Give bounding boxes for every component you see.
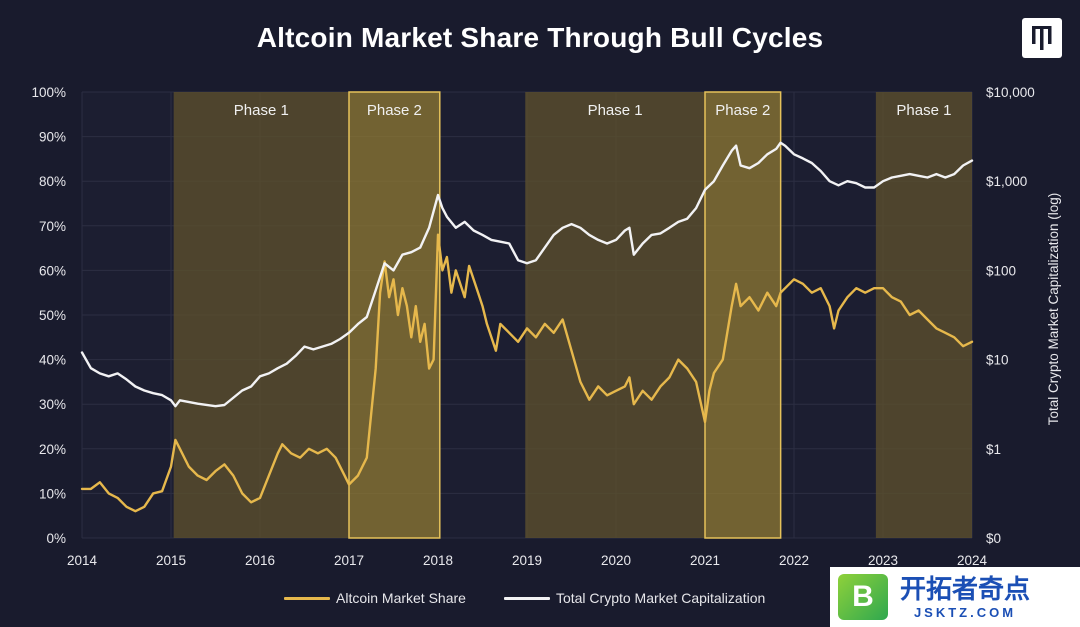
x-tick-label: 2018 <box>423 553 453 568</box>
x-tick-label: 2022 <box>779 553 809 568</box>
y-right-tick-label: $10,000 <box>986 85 1035 100</box>
series-line-altcoin-share <box>80 233 974 513</box>
brand-logo <box>1022 18 1062 58</box>
y-left-tick-label: 0% <box>46 531 66 546</box>
phase-label: Phase 1 <box>588 102 643 119</box>
phase-1-band <box>173 92 349 538</box>
phase-label: Phase 1 <box>896 102 951 119</box>
x-tick-label: 2014 <box>67 553 98 568</box>
phase-label: Phase 2 <box>715 102 770 119</box>
y-left-tick-label: 30% <box>39 397 66 412</box>
y-right-tick-label: $10 <box>986 353 1009 368</box>
legend-item-marketcap: Total Crypto Market Capitalization <box>503 590 766 606</box>
logo-bars-icon <box>1032 26 1052 50</box>
legend-label-altcoin: Altcoin Market Share <box>336 590 466 606</box>
y-right-tick-label: $100 <box>986 263 1016 278</box>
phase-1-band <box>525 92 705 538</box>
x-tick-label: 2017 <box>334 553 364 568</box>
y-left-tick-label: 70% <box>39 219 66 234</box>
y-left-tick-label: 50% <box>39 308 66 323</box>
x-tick-label: 2023 <box>868 553 898 568</box>
y-left-tick-label: 40% <box>39 353 66 368</box>
watermark-chinese: 开拓者奇点 <box>900 574 1031 605</box>
y-left-tick-label: 80% <box>39 174 66 189</box>
series-line-market-cap <box>80 141 974 408</box>
legend-swatch-marketcap <box>503 596 550 600</box>
phase-2-band <box>348 91 441 539</box>
legend-item-altcoin: Altcoin Market Share <box>284 590 466 606</box>
legend-label-marketcap: Total Crypto Market Capitalization <box>555 590 766 606</box>
x-tick-label: 2024 <box>957 553 988 568</box>
y-left-tick-label: 60% <box>39 263 66 278</box>
y-left-tick-label: 10% <box>39 486 66 501</box>
chart-title: Altcoin Market Share Through Bull Cycles <box>256 22 824 53</box>
watermark-badge: B <box>838 574 888 620</box>
legend-swatch-altcoin <box>284 596 330 600</box>
y-right-tick-label: $1 <box>986 442 1001 457</box>
phase-label: Phase 2 <box>367 102 422 119</box>
watermark-domain: JSKTZ.COM <box>913 604 1017 620</box>
y-left-tick-label: 20% <box>39 442 66 457</box>
chart-legend: Altcoin Market Share Total Crypto Market… <box>284 588 803 608</box>
watermark-text: 开拓者奇点 JSKTZ.COM <box>900 575 1030 620</box>
y-left-tick-label: 100% <box>31 85 66 100</box>
y-right-axis-title: Total Crypto Market Capitalization (log) <box>1046 193 1061 426</box>
x-tick-label: 2021 <box>690 553 720 568</box>
watermark: B 开拓者奇点 JSKTZ.COM <box>830 567 1080 627</box>
x-tick-label: 2016 <box>245 553 275 568</box>
phase-label: Phase 1 <box>234 102 289 119</box>
y-right-tick-label: $0 <box>986 531 1001 546</box>
y-left-tick-label: 90% <box>39 130 66 145</box>
x-tick-label: 2015 <box>156 553 186 568</box>
x-tick-label: 2020 <box>601 553 631 568</box>
phase-2-band <box>704 91 782 539</box>
y-right-tick-label: $1,000 <box>986 174 1027 189</box>
x-tick-label: 2019 <box>512 553 542 568</box>
